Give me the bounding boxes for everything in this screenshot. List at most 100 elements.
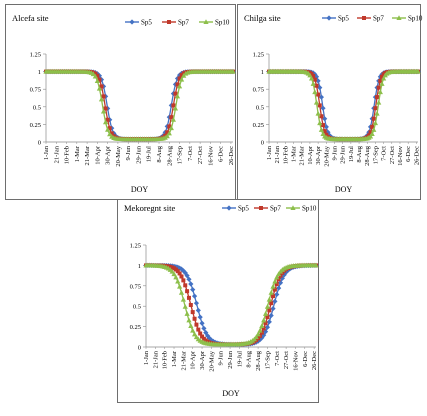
x-tick-label: 30-Apr [315, 145, 322, 165]
legend-marker [362, 16, 366, 20]
data-point [368, 130, 373, 135]
series-line [46, 70, 233, 140]
data-point [270, 283, 276, 289]
data-point [181, 278, 186, 283]
data-point [230, 68, 236, 74]
data-point [102, 119, 109, 125]
x-tick-label: 16-Nov [292, 350, 299, 371]
data-point [316, 92, 321, 97]
series-line [269, 70, 418, 140]
legend-label: Sp5 [338, 15, 349, 23]
data-point [276, 271, 282, 277]
data-point [379, 81, 385, 86]
data-point [376, 99, 382, 105]
data-point [253, 334, 259, 340]
data-point [177, 76, 182, 81]
x-tick-label: 9-Jun [331, 145, 338, 160]
data-point [190, 310, 195, 315]
x-tick-label: 21-Jan [152, 350, 159, 368]
data-point [194, 322, 199, 327]
data-point [175, 269, 180, 274]
x-tick-label: 10-Feb [162, 351, 169, 369]
data-point [200, 334, 205, 339]
x-tick-label: 20-May [208, 350, 215, 371]
data-point [311, 73, 316, 78]
data-point [199, 320, 205, 326]
x-tick-label: 1-Jan [143, 350, 150, 365]
x-tick-label: 26-Dec [311, 351, 318, 370]
x-tick-label: 21-Mar [180, 350, 187, 370]
series-sp10 [143, 262, 319, 347]
data-point [264, 303, 271, 309]
x-tick-label: 8-Aug [246, 350, 253, 367]
data-point [192, 316, 197, 321]
data-point [94, 78, 100, 84]
data-point [172, 105, 179, 111]
data-point [166, 130, 172, 136]
data-point [186, 317, 192, 323]
x-tick-label: 26-Dec [228, 146, 235, 165]
legend-marker [396, 15, 402, 20]
series-sp5 [43, 69, 236, 142]
x-tick-label: 27-Oct [197, 146, 204, 164]
data-point [262, 311, 269, 316]
data-point [107, 126, 112, 131]
x-tick-label: 1-Jan [43, 145, 50, 160]
x-tick-label: 16-Nov [397, 145, 404, 166]
x-tick-label: 6-Dec [218, 146, 225, 162]
data-point [177, 271, 182, 276]
data-point [274, 281, 279, 286]
legend-label: Sp7 [178, 19, 189, 27]
x-tick-label: 27-Oct [283, 351, 290, 369]
data-point [309, 71, 314, 76]
data-point [269, 301, 274, 306]
legend-label: Sp5 [141, 19, 152, 27]
data-point [188, 302, 193, 307]
y-tick-label: 0.75 [253, 87, 264, 94]
legend-item-sp10: Sp10 [286, 205, 317, 213]
data-point [92, 73, 98, 79]
legend-marker [203, 19, 209, 24]
legend-label: Sp7 [373, 15, 384, 23]
data-point [372, 120, 379, 126]
x-tick-label: 30-Apr [105, 145, 112, 165]
data-point [168, 125, 174, 131]
data-point [375, 95, 380, 100]
legend-item-sp5: Sp5 [322, 15, 349, 23]
data-point [171, 103, 176, 108]
x-tick-label: 19-Jul [146, 146, 153, 162]
x-tick-label: 28-Aug [166, 145, 173, 166]
data-point [197, 314, 203, 320]
data-point [167, 124, 172, 129]
chart-title: Chilga site [244, 13, 281, 23]
x-tick-label: 9-Jun [218, 350, 225, 365]
x-tick-label: 8-Aug [156, 145, 163, 162]
legend-marker [259, 206, 263, 210]
x-axis-title: DOY [222, 389, 240, 398]
chart-title: Alcefa site [12, 13, 49, 23]
chart-title: Mekoregnt site [124, 203, 175, 213]
x-tick-label: 7-Oct [381, 146, 388, 161]
x-tick-label: 21-Mar [84, 145, 91, 165]
data-point [279, 275, 285, 281]
data-point [183, 283, 188, 288]
data-point [188, 281, 194, 287]
data-point [314, 83, 319, 88]
data-point [101, 94, 106, 99]
data-point [308, 75, 315, 81]
data-point [376, 85, 381, 90]
y-tick-label: 0 [138, 345, 141, 352]
data-point [178, 289, 185, 295]
y-tick-label: 1 [261, 69, 264, 76]
data-point [98, 96, 105, 102]
y-tick-label: 0.5 [133, 304, 141, 311]
x-tick-label: 29-Jun [135, 145, 142, 163]
x-tick-label: 27-Oct [389, 146, 396, 164]
data-point [313, 262, 319, 268]
legend-item-sp5: Sp5 [125, 19, 152, 27]
data-point [263, 321, 268, 326]
data-point [171, 271, 177, 277]
data-point [164, 133, 170, 139]
legend-item-sp10: Sp10 [199, 19, 230, 27]
